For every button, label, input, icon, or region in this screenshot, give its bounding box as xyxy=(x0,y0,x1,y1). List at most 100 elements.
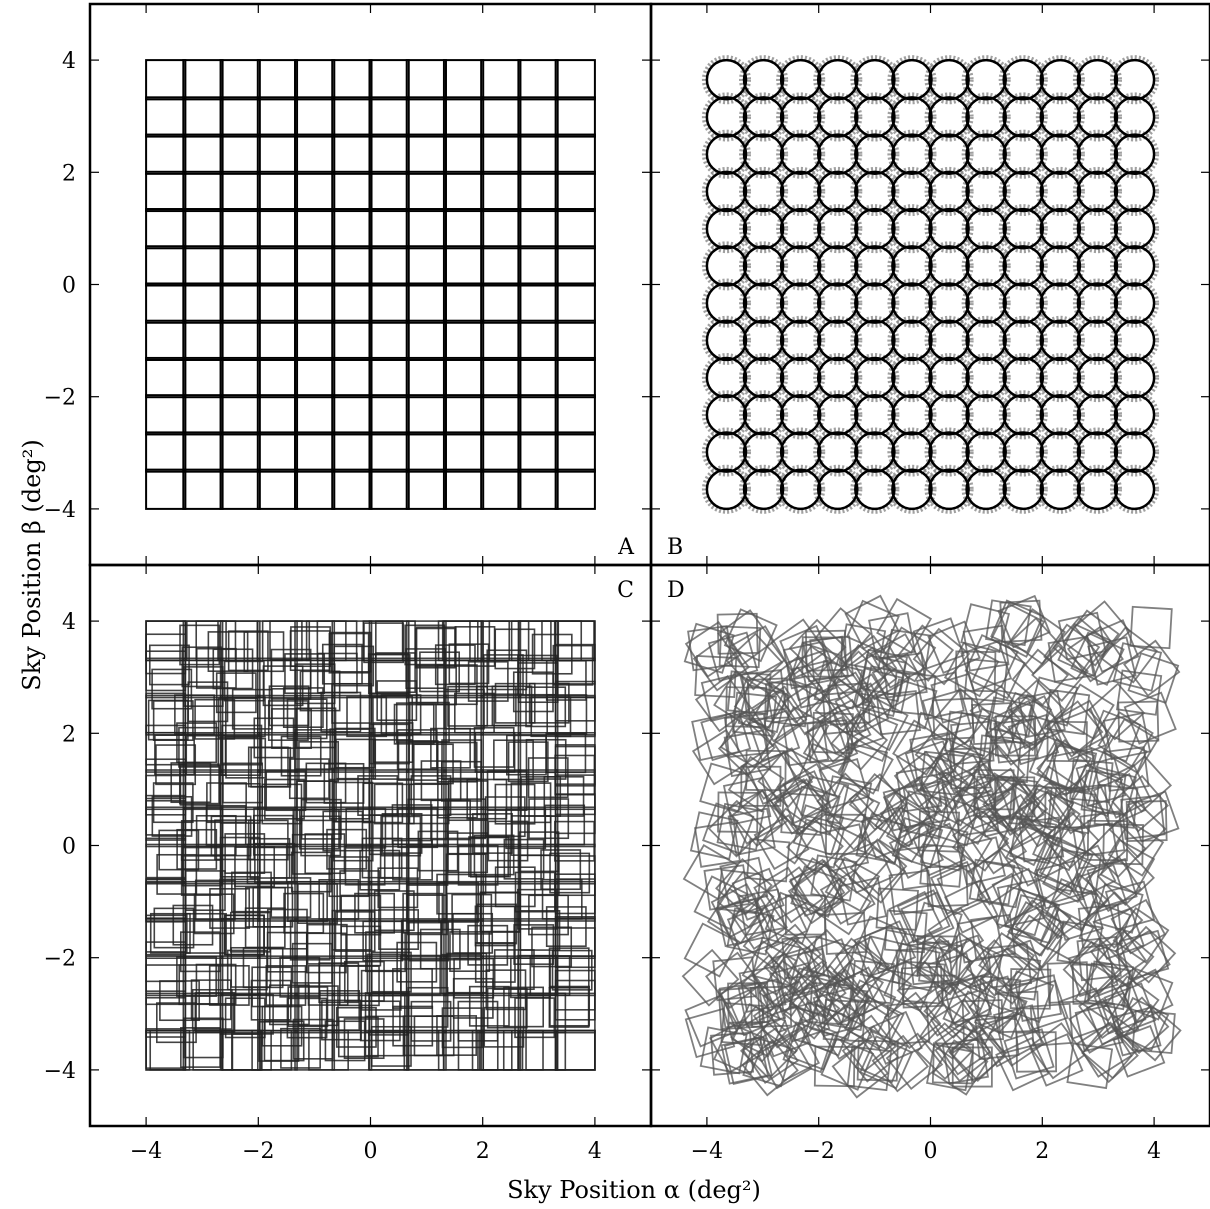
pointing-square xyxy=(993,1004,1043,1055)
pointing-square xyxy=(1118,968,1174,1024)
pointing-square xyxy=(408,920,450,962)
pointing-halo xyxy=(776,166,826,216)
pointing-square xyxy=(369,723,411,765)
pointing-halo xyxy=(924,204,974,254)
pointing-halo xyxy=(1072,464,1123,514)
pointing-square xyxy=(333,645,375,687)
pointing-square xyxy=(1006,914,1063,972)
pointing-square xyxy=(880,626,937,683)
pointing-halo xyxy=(1035,427,1085,477)
pointing-square xyxy=(717,719,776,777)
x-tick-label: 0 xyxy=(924,1139,938,1164)
pointing-circle xyxy=(965,393,1007,436)
pointing-square xyxy=(820,671,877,728)
pointing-circle xyxy=(779,468,822,511)
pointing-square xyxy=(405,694,447,736)
pointing-square xyxy=(405,918,447,960)
pointing-halo xyxy=(924,241,974,291)
pointing-square xyxy=(296,780,337,822)
pointing-square xyxy=(402,1015,444,1057)
pointing-square xyxy=(290,626,331,668)
pointing-square xyxy=(761,807,819,865)
pointing-square xyxy=(794,818,846,869)
pointing-circle xyxy=(965,356,1007,399)
pointing-circle xyxy=(854,58,896,101)
pointing-square xyxy=(331,170,373,213)
pointing-circle xyxy=(1002,245,1045,287)
pointing-square xyxy=(219,319,261,361)
pointing-square xyxy=(344,844,386,886)
pointing-square xyxy=(1028,676,1079,727)
pointing-square xyxy=(480,59,522,101)
pointing-square xyxy=(331,992,373,1034)
pointing-square xyxy=(1123,639,1181,697)
pointing-square xyxy=(256,431,299,473)
pointing-square xyxy=(514,997,556,1039)
pointing-square xyxy=(219,133,261,175)
pointing-square xyxy=(332,781,374,823)
pointing-square xyxy=(229,911,271,953)
pointing-circle xyxy=(705,170,748,213)
pointing-square xyxy=(554,680,596,722)
pointing-square xyxy=(283,892,325,934)
pointing-circle xyxy=(1039,58,1082,101)
pointing-square xyxy=(1129,605,1173,650)
pointing-square xyxy=(1066,1042,1114,1090)
pointing-circle xyxy=(816,58,859,101)
pointing-square xyxy=(182,282,224,324)
pointing-halo xyxy=(813,166,863,216)
pointing-square xyxy=(554,696,596,738)
pointing-circle xyxy=(928,133,970,176)
pointing-square xyxy=(942,789,999,845)
pointing-square xyxy=(294,133,336,175)
pointing-square xyxy=(375,652,416,694)
pointing-square xyxy=(1014,974,1063,1023)
pointing-halo xyxy=(961,166,1011,216)
pointing-circle xyxy=(854,319,896,362)
pointing-square xyxy=(187,681,229,723)
pointing-square xyxy=(223,914,265,956)
pointing-square xyxy=(405,431,447,473)
pointing-square xyxy=(480,133,522,175)
pointing-square xyxy=(321,643,363,685)
pointing-halo xyxy=(998,204,1048,254)
pointing-square xyxy=(231,871,272,913)
pointing-square xyxy=(182,96,224,138)
pointing-halo xyxy=(1072,390,1123,440)
pointing-square xyxy=(1087,682,1146,741)
pointing-halo xyxy=(701,129,752,179)
pointing-square xyxy=(368,814,410,856)
pointing-square xyxy=(359,849,401,891)
pointing-circle xyxy=(854,96,896,138)
pointing-square xyxy=(531,926,573,968)
pointing-square xyxy=(1029,1002,1074,1047)
pointing-circle xyxy=(891,282,933,324)
pointing-square xyxy=(494,866,536,908)
pointing-square xyxy=(405,620,447,662)
pointing-circle xyxy=(779,319,822,362)
pointing-circle xyxy=(779,393,822,436)
x-axis-label: Sky Position α (deg²) xyxy=(507,1176,761,1204)
pointing-square xyxy=(145,96,187,138)
pointing-circle xyxy=(705,356,748,399)
pointing-circle xyxy=(1076,431,1119,473)
pointing-square xyxy=(217,697,259,739)
pointing-square xyxy=(825,784,881,840)
pointing-halo xyxy=(961,353,1011,403)
pointing-square xyxy=(1042,811,1100,869)
pointing-circle xyxy=(965,431,1007,473)
pointing-halo xyxy=(887,92,937,142)
pointing-square xyxy=(405,96,447,138)
pointing-square xyxy=(888,869,935,916)
pointing-square xyxy=(145,133,187,175)
pointing-square xyxy=(249,837,291,879)
pointing-square xyxy=(837,673,894,730)
pointing-halo xyxy=(738,278,789,328)
pointing-square xyxy=(447,685,489,727)
pointing-square xyxy=(194,879,236,921)
pointing-square xyxy=(367,653,409,695)
pointing-square xyxy=(528,682,570,724)
pointing-halo xyxy=(850,92,900,142)
pointing-circle xyxy=(1113,58,1156,101)
pointing-circle xyxy=(742,319,785,362)
